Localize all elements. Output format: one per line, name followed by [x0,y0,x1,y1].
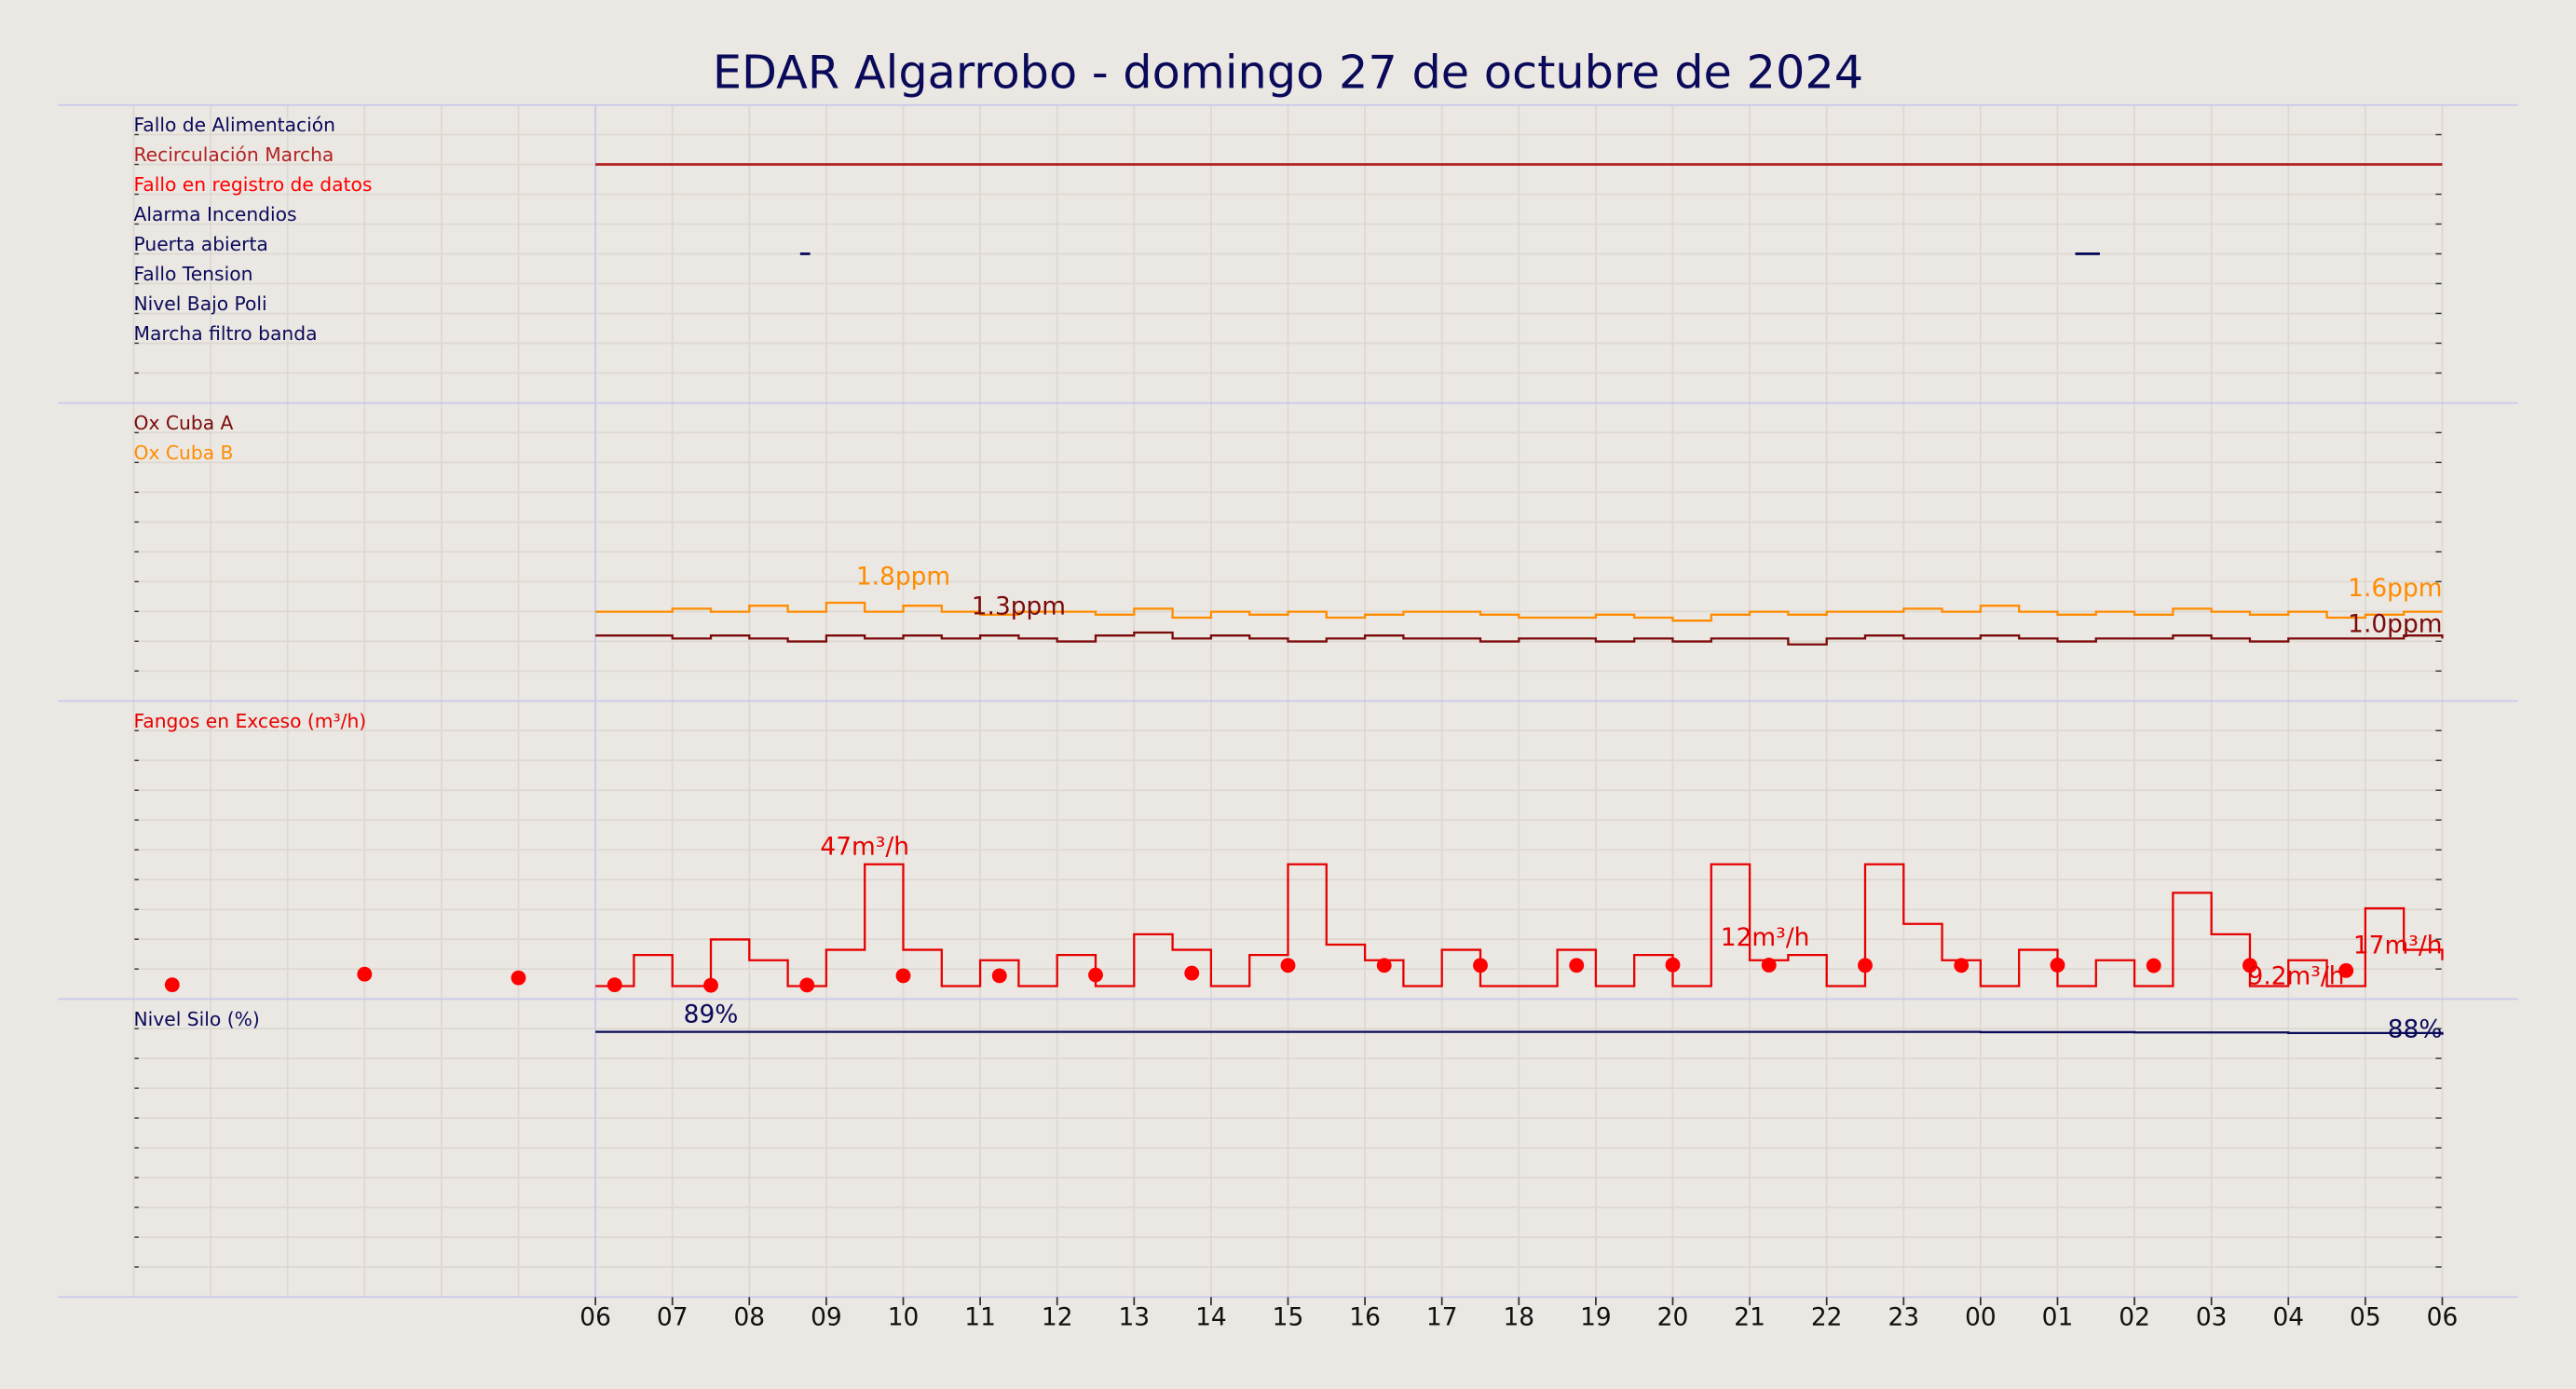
x-tick-label: 15 [1273,1303,1304,1332]
x-tick-label: 07 [657,1303,688,1332]
average-dot [511,970,526,986]
average-dot [1088,967,1103,983]
average-dot [2338,962,2354,978]
x-tick-label: 17 [1426,1303,1458,1332]
legend-label: Nivel Silo (%) [134,1008,260,1030]
average-dot [1376,958,1392,974]
average-dot [1954,958,1969,974]
legend-label: Fallo de Alimentación [134,114,335,136]
series-line [595,631,2444,646]
annotation: 9.2m³/h [2248,962,2345,991]
x-tick-label: 22 [1811,1303,1843,1332]
annotation: 1.0ppm [2348,609,2442,638]
legend-label: Recirculación Marcha [134,143,334,166]
average-dot [1569,958,1585,974]
annotation: 1.3ppm [972,592,1066,620]
legend-label: Ox Cuba B [134,442,234,464]
legend-label: Marcha filtro banda [134,322,318,345]
average-dot [607,977,622,993]
chart-title: EDAR Algarrobo - domingo 27 de octubre d… [713,46,1863,100]
x-tick-label: 03 [2196,1303,2228,1332]
average-dot [1761,958,1777,973]
annotation: 1.8ppm [856,562,950,591]
x-tick-label: 06 [2427,1303,2459,1332]
average-dot [1280,958,1296,974]
average-dot [703,977,718,993]
x-tick-label: 23 [1888,1303,1919,1332]
series-line [595,1030,2444,1035]
x-tick-label: 11 [964,1303,996,1332]
average-dot [1858,958,1873,974]
x-tick-label: 20 [1657,1303,1689,1332]
legend-label: Fallo Tension [134,263,253,285]
x-tick-label: 13 [1118,1303,1150,1332]
average-dot [164,977,180,993]
series-line [595,863,2444,987]
annotation: 89% [684,1000,739,1028]
x-tick-label: 01 [2042,1303,2074,1332]
x-tick-label: 21 [1734,1303,1765,1332]
legend-label: Puerta abierta [134,233,268,255]
average-dot [2050,958,2065,973]
x-tick-label: 04 [2272,1303,2304,1332]
x-tick-label: 06 [579,1303,611,1332]
legend-label: Fangos en Exceso (m³/h) [134,710,367,732]
annotation: 88% [2388,1015,2443,1043]
legend-label: Ox Cuba A [134,412,234,434]
average-dot [2242,958,2257,974]
annotation: 12m³/h [1721,923,1810,952]
annotation: 1.6ppm [2348,574,2442,603]
legend-label: Nivel Bajo Poli [134,293,267,315]
x-tick-label: 19 [1580,1303,1612,1332]
annotation: 17m³/h [2353,931,2443,960]
legend-label: Fallo en registro de datos [134,173,373,196]
series-line [595,601,2443,622]
x-tick-label: 09 [811,1303,842,1332]
average-dot [357,966,373,982]
average-dot [799,977,815,993]
x-tick-label: 14 [1195,1303,1227,1332]
x-tick-label: 05 [2350,1303,2381,1332]
average-dot [991,968,1007,984]
legend-label: Alarma Incendios [134,203,297,225]
average-dot [1665,957,1681,973]
average-dot [2146,958,2161,974]
average-dot [1473,958,1488,974]
annotation: 47m³/h [820,833,909,862]
x-tick-label: 02 [2119,1303,2150,1332]
x-tick-label: 08 [733,1303,765,1332]
average-dot [895,968,911,984]
x-tick-label: 10 [888,1303,920,1332]
x-tick-label: 16 [1349,1303,1381,1332]
x-tick-label: 12 [1042,1303,1073,1332]
x-tick-label: 00 [1965,1303,1997,1332]
x-tick-label: 18 [1503,1303,1534,1332]
average-dot [1184,965,1200,981]
